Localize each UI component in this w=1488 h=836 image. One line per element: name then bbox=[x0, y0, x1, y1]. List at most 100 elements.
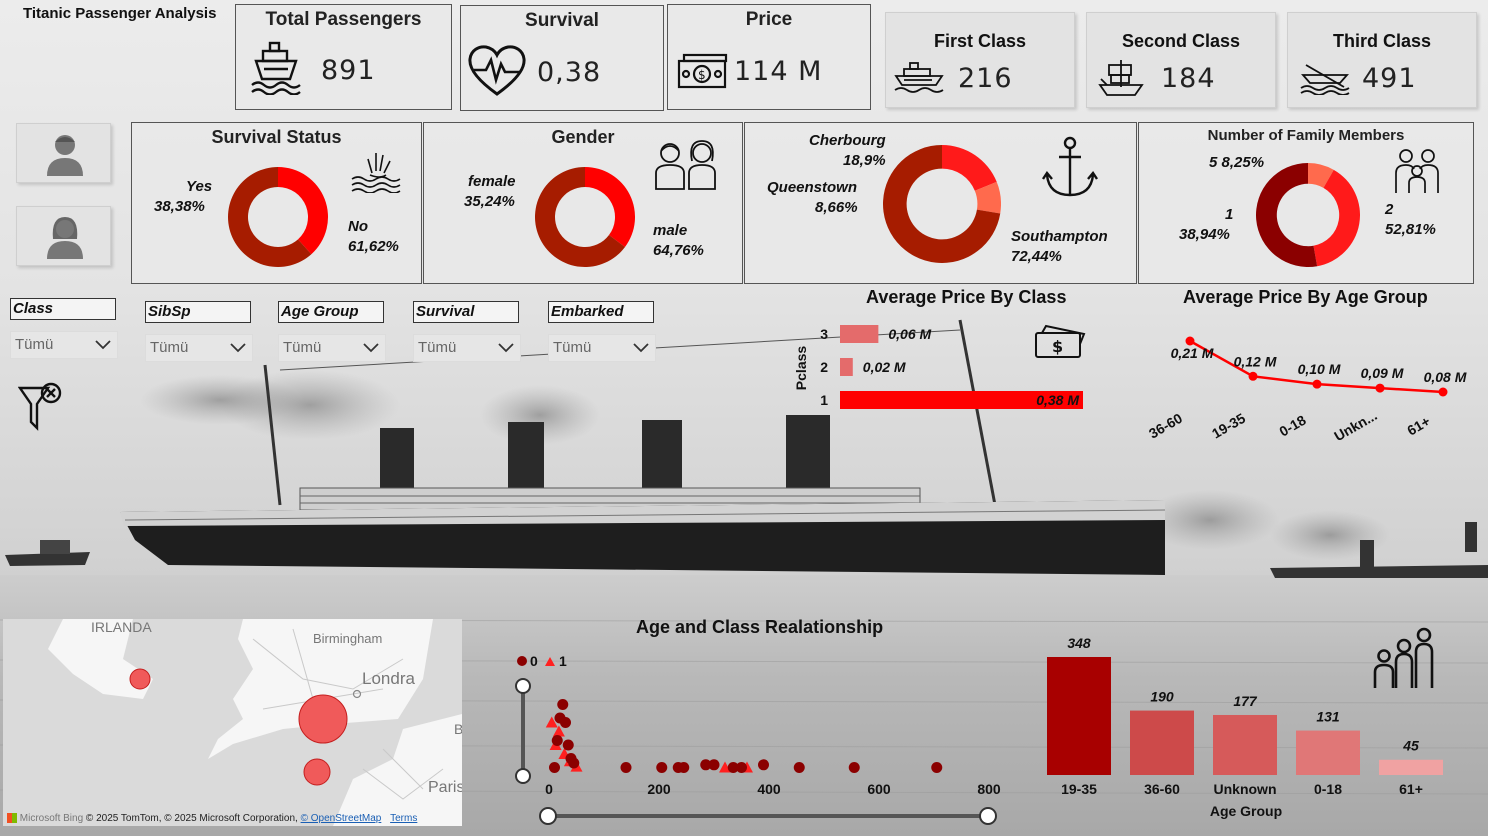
age-bar-0-18[interactable] bbox=[1296, 730, 1360, 775]
age-bar-19-35[interactable] bbox=[1047, 657, 1111, 775]
y-tick-label: 1 bbox=[820, 392, 828, 408]
scatter-point-died[interactable] bbox=[931, 762, 943, 773]
age-bar-61+[interactable] bbox=[1379, 759, 1443, 775]
class-card-value: 491 bbox=[1362, 63, 1417, 94]
gender-female-label: female bbox=[468, 173, 516, 190]
slicer-label: Embarked bbox=[548, 301, 654, 323]
scatter-point-died[interactable] bbox=[562, 739, 574, 751]
scatter-point-died[interactable] bbox=[568, 757, 580, 769]
scatter-point-died[interactable] bbox=[736, 762, 747, 773]
donut-slice-southampton[interactable] bbox=[883, 145, 1001, 263]
donut-slice-2[interactable] bbox=[1256, 163, 1318, 267]
line-point[interactable] bbox=[1248, 371, 1258, 381]
scatter-point-died[interactable] bbox=[727, 762, 739, 773]
donut-slice-female[interactable] bbox=[585, 167, 635, 247]
kpi-value: 0,38 bbox=[537, 57, 602, 88]
clear-filter-icon[interactable] bbox=[18, 380, 64, 432]
map-label-irlanda: IRLANDA bbox=[91, 619, 152, 635]
scatter-point-survived[interactable] bbox=[719, 761, 731, 773]
chevron-down-icon bbox=[230, 343, 246, 353]
survival-no-pct: 61,62% bbox=[348, 238, 399, 255]
line-point[interactable] bbox=[1438, 387, 1448, 397]
scatter-point-died[interactable] bbox=[700, 759, 712, 771]
donut-slice-cherbourg[interactable] bbox=[942, 145, 997, 191]
donut-slice-queenstown[interactable] bbox=[974, 181, 1001, 214]
family-5-category: 5 bbox=[1209, 154, 1218, 171]
line-point[interactable] bbox=[1312, 379, 1322, 389]
avg-price-by-age-chart: 0,21 M 36-60 0,12 M 19-35 0,10 M 0-18 0,09 M Un… bbox=[1146, 336, 1467, 444]
y-range-slider-handle[interactable] bbox=[515, 768, 531, 784]
x-tick-label: 61+ bbox=[1399, 781, 1423, 797]
x-range-slider-handle[interactable] bbox=[979, 807, 997, 825]
slicer-value: Tümü bbox=[150, 339, 189, 356]
slicer-dropdown[interactable]: Tümü bbox=[548, 334, 656, 362]
map-attribution-text: © 2025 TomTom, © 2025 Microsoft Corporat… bbox=[85, 813, 298, 824]
age-bar-Unknown[interactable] bbox=[1213, 714, 1277, 775]
donut-slice-yes[interactable] bbox=[278, 167, 328, 255]
age-bar-36-60[interactable] bbox=[1130, 710, 1194, 775]
gender-female-pct: 35,24% bbox=[464, 193, 515, 210]
map-label-b: B bbox=[454, 721, 462, 737]
x-range-slider-handle[interactable] bbox=[539, 807, 557, 825]
embarked-queenstown-label: Queenstown bbox=[767, 179, 858, 196]
scatter-point-died[interactable] bbox=[678, 762, 690, 773]
scatter-point-died[interactable] bbox=[708, 759, 720, 771]
donut-slice-no[interactable] bbox=[228, 167, 312, 267]
scatter-point-died[interactable] bbox=[557, 699, 569, 710]
bing-logo bbox=[7, 813, 17, 824]
slicer-dropdown[interactable]: Tümü bbox=[145, 334, 253, 362]
bar-class-1[interactable] bbox=[840, 391, 1083, 409]
scatter-point-survived[interactable] bbox=[552, 725, 565, 737]
scatter-point-died[interactable] bbox=[560, 717, 571, 728]
y-range-slider-handle[interactable] bbox=[515, 678, 531, 694]
line-data-label: 0,10 M bbox=[1298, 361, 1341, 377]
x-tick-label: 200 bbox=[647, 781, 671, 797]
survival-yes-label: Yes bbox=[186, 178, 213, 195]
scatter-point-died[interactable] bbox=[549, 762, 560, 773]
donut-slice-1[interactable] bbox=[1313, 169, 1360, 267]
panel-title: Survival Status bbox=[211, 127, 342, 147]
donut-slice-5[interactable] bbox=[1308, 163, 1334, 188]
panel-title: Gender bbox=[551, 127, 615, 147]
bar-class-3[interactable] bbox=[840, 325, 879, 343]
line-point[interactable] bbox=[1185, 336, 1195, 346]
embarked-map[interactable]: IRLANDA Birmingham Londra Paris B Micros… bbox=[3, 619, 462, 826]
bar-data-label: 0,02 M bbox=[863, 359, 906, 375]
scatter-point-died[interactable] bbox=[848, 762, 860, 773]
y-tick-label: 2 bbox=[820, 359, 828, 375]
slicer-dropdown[interactable]: Tümü bbox=[10, 331, 118, 359]
x-axis-title: Age Group bbox=[1210, 803, 1282, 819]
terms-link[interactable]: Terms bbox=[390, 813, 418, 824]
line-point[interactable] bbox=[1375, 383, 1385, 393]
survival-donut bbox=[228, 167, 328, 267]
bar-class-2[interactable] bbox=[840, 358, 853, 376]
map-attribution: Microsoft Bing © 2025 TomTom, © 2025 Mic… bbox=[7, 813, 417, 824]
age-class-relationship-title: Age and Class Realationship bbox=[636, 617, 884, 637]
scatter-point-died[interactable] bbox=[758, 759, 769, 771]
line-data-label: 0,21 M bbox=[1171, 345, 1214, 361]
scatter-point-died[interactable] bbox=[551, 735, 563, 746]
scatter-point-died[interactable] bbox=[620, 762, 632, 773]
slicer-dropdown[interactable]: Tümü bbox=[413, 334, 521, 362]
x-tick-label: Unkn... bbox=[1331, 407, 1379, 444]
male-filter-button[interactable] bbox=[16, 123, 111, 183]
embarked-cherbourg-label: Cherbourg bbox=[809, 132, 886, 149]
x-tick-label: 36-60 bbox=[1146, 410, 1185, 442]
scatter-point-died[interactable] bbox=[793, 762, 805, 773]
slicer-dropdown[interactable]: Tümü bbox=[278, 334, 386, 362]
line-data-label: 0,09 M bbox=[1361, 365, 1404, 381]
scatter-point-survived[interactable] bbox=[545, 716, 558, 728]
money-bill-icon: $ bbox=[1035, 324, 1086, 358]
donut-slice-male[interactable] bbox=[535, 167, 626, 267]
osm-link[interactable]: © OpenStreetMap bbox=[300, 813, 382, 824]
third-class-card: Third Class 491 bbox=[1287, 12, 1477, 108]
x-tick-label: 0-18 bbox=[1314, 781, 1342, 797]
scatter-point-died[interactable] bbox=[656, 762, 668, 773]
ship-icon bbox=[251, 41, 301, 95]
x-tick-label: Unknown bbox=[1214, 781, 1277, 797]
female-filter-button[interactable] bbox=[16, 206, 111, 266]
age-group-count-chart: 348 19-35 190 36-60 177 Unknown 131 0-18 45 61+ Ag… bbox=[1047, 635, 1443, 819]
app-title: Titanic Passenger Analysis bbox=[23, 5, 217, 22]
avg-price-by-class-chart: Pclass 3 0,06 M 2 0,02 M 1 0,38 M bbox=[793, 325, 1083, 409]
bar-data-label: 190 bbox=[1150, 689, 1174, 705]
